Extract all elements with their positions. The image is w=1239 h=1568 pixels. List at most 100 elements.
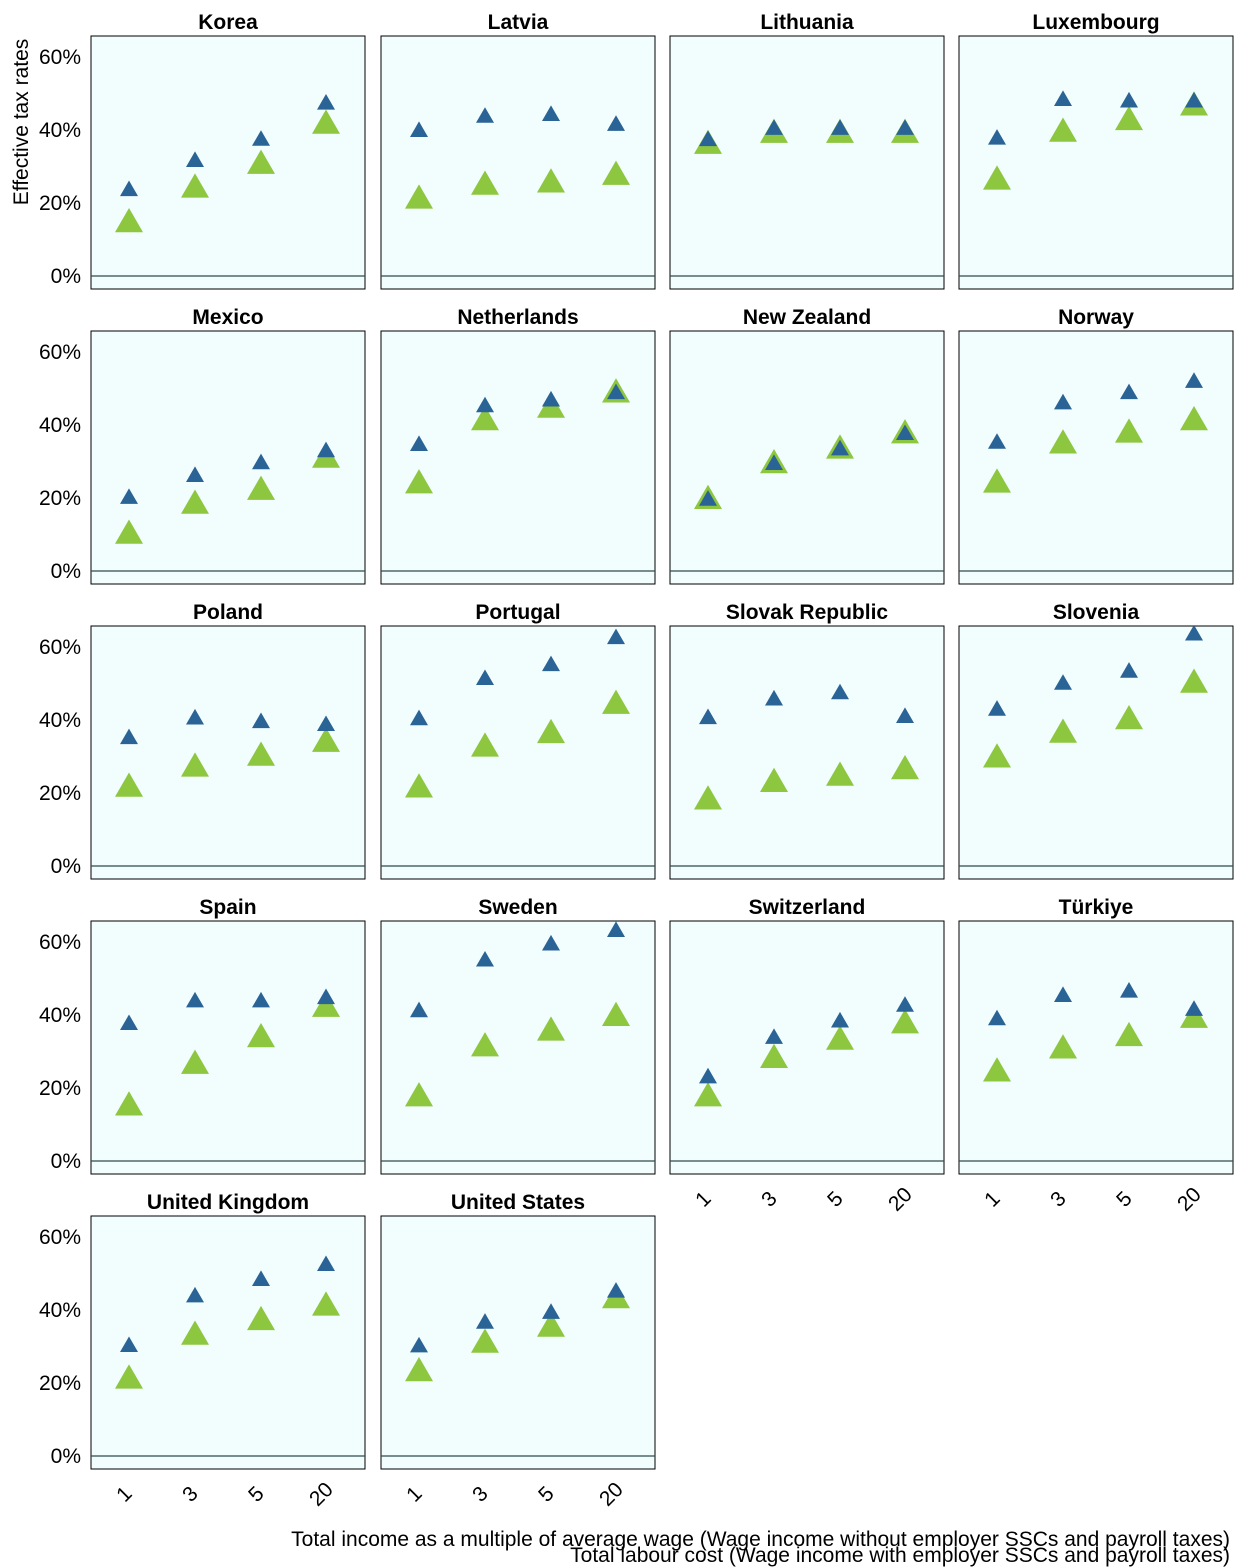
y-tick-label: 20% xyxy=(39,192,81,215)
total-income-marker xyxy=(1054,393,1072,410)
labour-cost-marker xyxy=(405,1082,433,1107)
panel-title: United States xyxy=(451,1191,585,1214)
total-income-marker xyxy=(831,683,849,700)
y-tick-label: 0% xyxy=(51,1445,81,1468)
labour-cost-marker xyxy=(694,1082,722,1107)
labour-cost-marker xyxy=(247,149,275,174)
labour-cost-marker xyxy=(891,754,919,780)
total-income-marker xyxy=(699,708,717,725)
labour-cost-marker xyxy=(1115,105,1143,131)
panel-frame xyxy=(380,35,656,290)
panel-frame xyxy=(958,35,1234,290)
y-tick-label: 0% xyxy=(51,1150,81,1173)
total-income-marker xyxy=(765,119,783,135)
labour-cost-marker xyxy=(405,469,433,494)
total-income-marker xyxy=(542,655,560,672)
panel-frame xyxy=(669,920,945,1175)
panel-title: United Kingdom xyxy=(147,1191,309,1214)
total-income-marker xyxy=(542,105,560,121)
y-tick-label: 20% xyxy=(39,1372,81,1395)
total-income-marker xyxy=(317,94,335,110)
total-income-marker xyxy=(476,1313,494,1329)
labour-cost-marker xyxy=(602,1001,630,1027)
panel-title: Lithuania xyxy=(760,11,854,34)
panel: Spain 0% 20% 40% 60% xyxy=(39,896,366,1175)
y-tick-label: 0% xyxy=(51,560,81,583)
total-income-marker xyxy=(607,921,625,937)
panel-frame xyxy=(380,920,656,1175)
panel-frame xyxy=(90,625,366,880)
panel-frame xyxy=(669,625,945,880)
total-income-marker xyxy=(410,1336,428,1353)
total-income-marker xyxy=(607,383,625,400)
labour-cost-marker xyxy=(1180,668,1208,693)
labour-cost-marker xyxy=(1115,1021,1143,1047)
labour-cost-marker xyxy=(760,767,788,792)
labour-cost-marker xyxy=(1180,405,1208,431)
total-income-marker xyxy=(476,396,494,413)
labour-cost-marker xyxy=(405,184,433,209)
labour-cost-marker xyxy=(471,1328,499,1353)
total-income-marker xyxy=(607,115,625,131)
labour-cost-marker xyxy=(312,1291,340,1316)
total-income-marker xyxy=(699,490,717,506)
total-income-marker xyxy=(252,453,270,470)
total-income-marker xyxy=(186,151,204,167)
labour-cost-marker xyxy=(181,489,209,514)
y-tick-label: 40% xyxy=(39,709,81,732)
total-income-marker xyxy=(699,130,717,147)
labour-cost-marker xyxy=(181,1320,209,1345)
total-income-marker xyxy=(317,715,335,732)
x-tick-label: 5 xyxy=(823,1187,848,1212)
panel-frame xyxy=(669,330,945,585)
legend-total-income: Total income as a multiple of average wa… xyxy=(291,1528,1230,1551)
y-tick-label: 60% xyxy=(39,931,81,954)
panel: Poland 0% 20% 40% 60% xyxy=(39,601,366,880)
x-tick-label: 1 xyxy=(402,1482,427,1507)
y-tick-label: 0% xyxy=(51,855,81,878)
labour-cost-marker xyxy=(602,689,630,714)
legend-labour-cost: Total labour cost (Wage income with empl… xyxy=(570,1544,1230,1567)
total-income-marker xyxy=(120,1336,138,1353)
panel-title: Norway xyxy=(1058,306,1134,329)
labour-cost-marker xyxy=(983,165,1011,190)
labour-cost-marker xyxy=(471,405,499,431)
total-income-marker xyxy=(765,1028,783,1044)
total-income-marker xyxy=(896,424,914,441)
panel: United Kingdom 0% 20% 40% 60% xyxy=(39,1191,366,1470)
labour-cost-marker xyxy=(471,732,499,757)
panel-title: Spain xyxy=(199,896,256,919)
labour-cost-marker xyxy=(115,519,143,544)
panel: Mexico 0% 20% 40% 60% xyxy=(39,306,366,585)
total-income-marker xyxy=(1120,91,1138,108)
panel-title: Switzerland xyxy=(749,896,866,919)
labour-cost-marker xyxy=(181,173,209,198)
panel-frame xyxy=(90,1215,366,1470)
labour-cost-marker xyxy=(115,1091,143,1116)
panel-frame xyxy=(380,625,656,880)
panel: Slovenia xyxy=(958,601,1234,880)
total-income-marker xyxy=(1185,624,1203,641)
y-tick-label: 40% xyxy=(39,1299,81,1322)
total-income-marker xyxy=(186,991,204,1008)
total-income-marker xyxy=(252,991,270,1008)
x-tick-label: 3 xyxy=(757,1187,782,1212)
panel-title: Portugal xyxy=(475,601,560,624)
total-income-marker xyxy=(1054,986,1072,1002)
panel: Lithuania xyxy=(669,11,945,290)
labour-cost-marker xyxy=(1049,718,1077,743)
y-tick-label: 60% xyxy=(39,1226,81,1249)
panel: Türkiye xyxy=(958,896,1234,1175)
total-income-marker xyxy=(988,700,1006,716)
total-income-marker xyxy=(896,996,914,1012)
total-income-marker xyxy=(317,1255,335,1272)
labour-cost-marker xyxy=(247,475,275,500)
y-tick-label: 0% xyxy=(51,265,81,288)
labour-cost-marker xyxy=(694,785,722,810)
total-income-marker xyxy=(831,439,849,456)
y-tick-label: 60% xyxy=(39,636,81,659)
labour-cost-marker xyxy=(405,773,433,798)
labour-cost-marker xyxy=(537,1312,565,1337)
y-tick-label: 20% xyxy=(39,487,81,510)
total-income-marker xyxy=(831,1011,849,1028)
